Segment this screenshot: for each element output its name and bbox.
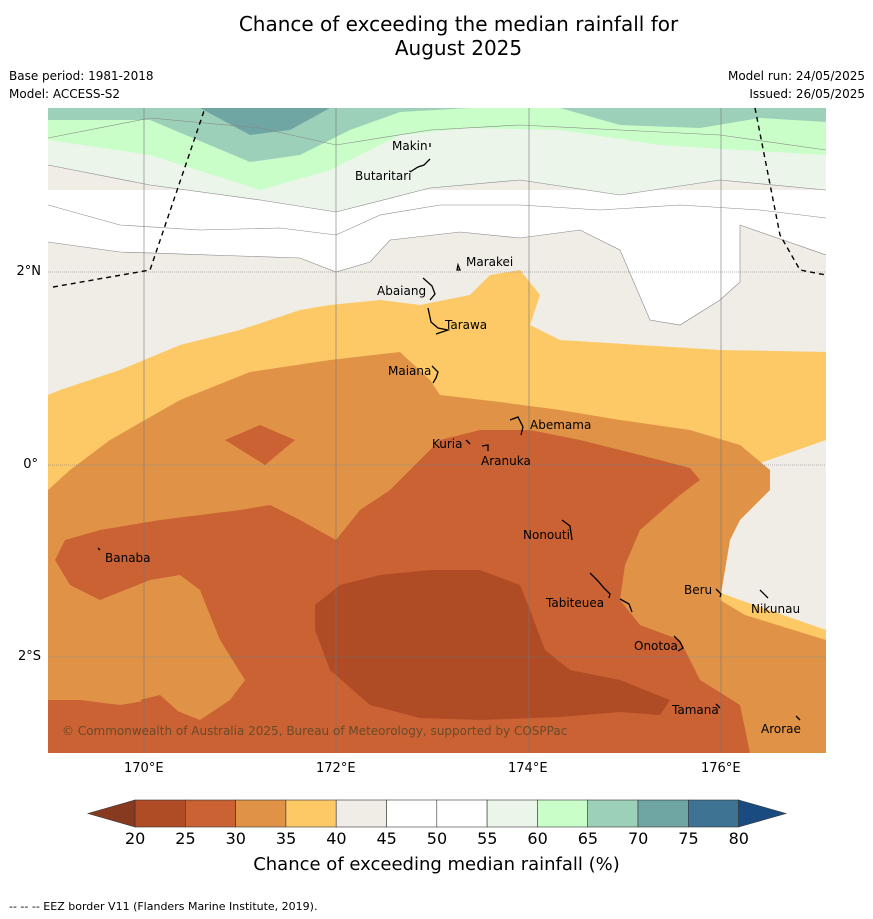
x-tick-174e: 174°E bbox=[508, 761, 548, 776]
place-label-onotoa: Onotoa bbox=[634, 639, 678, 653]
map-title-line2: August 2025 bbox=[394, 36, 523, 60]
colorbar-under-arrow bbox=[86, 799, 136, 828]
place-label-tarawa: Tarawa bbox=[445, 318, 488, 332]
colorbar-tick-label: 60 bbox=[527, 829, 548, 848]
colorbar-tick-label: 50 bbox=[426, 829, 448, 848]
colorbar-segment bbox=[436, 799, 488, 828]
copyright-notice: © Commonwealth of Australia 2025, Bureau… bbox=[62, 724, 568, 738]
rainfall-contours bbox=[48, 108, 826, 753]
map-graticule bbox=[48, 108, 826, 753]
colorbar-segment bbox=[386, 799, 438, 828]
colorbar-tick-label: 40 bbox=[326, 829, 347, 848]
place-label-aranuka: Aranuka bbox=[481, 454, 531, 468]
eez-legend-note: -- -- -- EEZ border V11 (Flanders Marine… bbox=[9, 900, 318, 913]
model-run-label: Model run: 24/05/2025 bbox=[727, 69, 865, 83]
place-label-maiana: Maiana bbox=[388, 364, 432, 378]
place-label-arorae: Arorae bbox=[761, 722, 801, 736]
colorbar-tick-label: 30 bbox=[225, 829, 246, 848]
colorbar-tick-label: 20 bbox=[125, 829, 146, 848]
model-label: Model: ACCESS-S2 bbox=[9, 87, 121, 101]
colorbar-segment bbox=[587, 799, 639, 828]
colorbar-segment bbox=[134, 799, 186, 828]
place-label-kuria: Kuria bbox=[432, 437, 463, 451]
x-tick-172e: 172°E bbox=[316, 761, 356, 776]
colorbar-tick-label: 35 bbox=[275, 829, 297, 848]
colorbar-segment bbox=[285, 799, 337, 828]
colorbar-tick-label: 25 bbox=[175, 829, 196, 848]
place-label-abaiang: Abaiang bbox=[377, 284, 427, 298]
place-label-abemama: Abemama bbox=[530, 418, 592, 432]
colorbar-over-arrow bbox=[738, 799, 788, 828]
place-label-makin: Makin bbox=[392, 139, 428, 153]
island-outlines bbox=[97, 143, 801, 721]
x-tick-170e: 170°E bbox=[124, 761, 164, 776]
place-label-beru: Beru bbox=[684, 583, 713, 597]
place-label-marakei: Marakei bbox=[466, 255, 514, 269]
colorbar-tick-label: 65 bbox=[577, 829, 599, 848]
place-label-tabiteuea: Tabiteuea bbox=[546, 596, 605, 610]
colorbar-tick-label: 45 bbox=[376, 829, 397, 848]
base-period-label: Base period: 1981-2018 bbox=[9, 69, 154, 83]
colorbar-tick-label: 80 bbox=[728, 829, 749, 848]
y-tick-0: 0° bbox=[23, 457, 38, 472]
colorbar-tick-label: 75 bbox=[678, 829, 699, 848]
map-title-line1: Chance of exceeding the median rainfall … bbox=[238, 12, 679, 36]
y-tick-2s: 2°S bbox=[17, 649, 41, 664]
colorbar-segment bbox=[335, 799, 387, 828]
colorbar-segment bbox=[537, 799, 589, 828]
colorbar-segment bbox=[637, 799, 689, 828]
colorbar-segment bbox=[687, 799, 739, 828]
place-label-nikunau: Nikunau bbox=[751, 602, 801, 616]
y-tick-2n: 2°N bbox=[16, 264, 42, 279]
place-label-nonouti: Nonouti bbox=[523, 528, 570, 542]
issued-label: Issued: 26/05/2025 bbox=[749, 87, 865, 101]
colorbar-segment bbox=[185, 799, 236, 828]
colorbar-segment bbox=[235, 799, 287, 828]
place-label-tamana: Tamana bbox=[672, 703, 719, 717]
colorbar-segment bbox=[486, 799, 538, 828]
colorbar-tick-label: 55 bbox=[477, 829, 498, 848]
eez-border bbox=[52, 107, 827, 288]
x-tick-176e: 176°E bbox=[701, 761, 741, 776]
colorbar-label: Chance of exceeding median rainfall (%) bbox=[253, 854, 620, 875]
place-label-butaritari: Butaritari bbox=[355, 169, 412, 183]
colorbar-tick-label: 70 bbox=[628, 829, 649, 848]
place-label-banaba: Banaba bbox=[105, 551, 151, 565]
